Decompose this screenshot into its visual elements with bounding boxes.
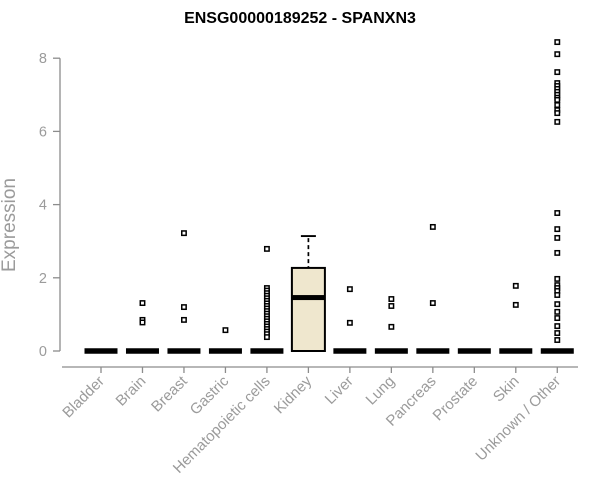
outlier-point	[554, 249, 561, 256]
outlier-point	[181, 304, 187, 311]
outlier-point	[429, 223, 436, 230]
outlier-point	[139, 319, 146, 326]
y-tick-label: 6	[39, 124, 47, 140]
x-tick-label: Brain	[113, 373, 150, 410]
outlier-point	[554, 234, 561, 241]
outlier-point	[554, 315, 561, 322]
y-tick-label: 0	[39, 344, 47, 360]
x-tick-label: Lung	[363, 373, 399, 409]
outlier-point	[554, 275, 561, 282]
x-tick-label: Kidney	[271, 372, 316, 417]
outlier-point	[139, 300, 146, 307]
outlier-point	[388, 323, 395, 330]
y-axis-label: Expression	[0, 178, 20, 272]
chart-title: ENSG00000189252 - SPANXN3	[184, 10, 416, 27]
median-line	[291, 295, 325, 301]
outlier-point	[554, 301, 561, 308]
x-tick-label: Breast	[148, 372, 191, 415]
outlier-point	[554, 110, 561, 117]
outlier-point	[263, 245, 270, 252]
median-line	[250, 348, 284, 354]
outlier-point	[554, 51, 561, 58]
outlier-point	[554, 308, 561, 315]
outlier-point	[554, 69, 561, 76]
y-tick-label: 4	[39, 198, 47, 214]
outlier-point	[388, 303, 395, 309]
outlier-point	[554, 118, 561, 125]
outlier-point	[554, 323, 561, 330]
median-line	[374, 348, 408, 354]
median-line	[540, 348, 574, 354]
median-line	[333, 348, 367, 354]
x-tick-label: Skin	[490, 373, 523, 406]
y-tick-label: 2	[39, 271, 47, 287]
outlier-point	[554, 292, 561, 298]
box	[290, 266, 326, 352]
median-line	[167, 348, 201, 354]
outlier-point	[554, 39, 561, 46]
outlier-point	[263, 334, 270, 341]
outlier-point	[554, 226, 561, 233]
outlier-point	[554, 102, 561, 108]
outlier-point	[346, 319, 353, 326]
outlier-point	[181, 316, 187, 323]
outlier-point	[181, 230, 187, 237]
outlier-point	[554, 96, 561, 103]
median-line	[416, 348, 450, 354]
median-line	[125, 348, 159, 354]
outlier-point	[512, 282, 519, 289]
outlier-point	[554, 210, 561, 216]
outlier-point	[554, 337, 561, 343]
x-tick-label: Liver	[322, 373, 357, 408]
y-tick-label: 8	[39, 51, 47, 67]
outlier-point	[429, 300, 436, 307]
median-line	[84, 348, 118, 354]
x-tick-label: Bladder	[59, 373, 108, 422]
outlier-point	[554, 330, 561, 337]
outlier-point	[512, 301, 519, 308]
median-line	[208, 348, 242, 354]
median-line	[457, 348, 491, 354]
outlier-point	[388, 296, 395, 302]
outlier-point	[346, 286, 353, 293]
x-tick-label: Prostate	[430, 373, 482, 425]
median-line	[499, 348, 533, 354]
outlier-point	[222, 327, 229, 334]
